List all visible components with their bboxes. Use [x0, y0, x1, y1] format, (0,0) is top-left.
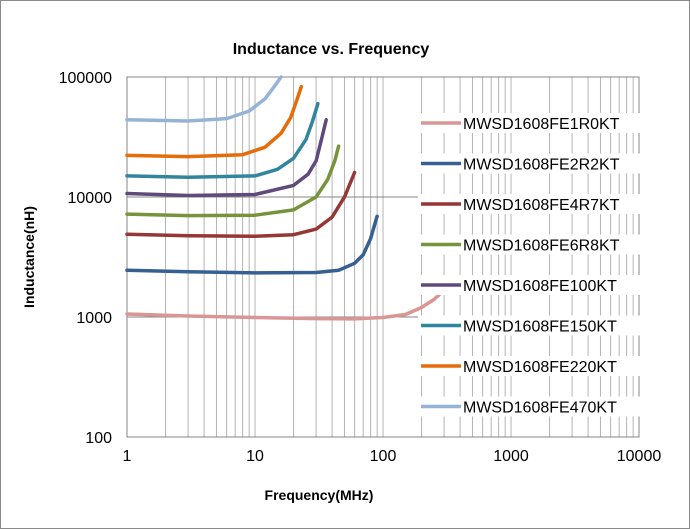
x-axis-title: Frequency(MHz) — [265, 487, 374, 503]
series-lines — [125, 75, 444, 321]
axes — [126, 76, 640, 438]
legend-label: MWSD1608FE2R2KT — [463, 157, 620, 174]
legend-bg — [418, 234, 643, 255]
series-line — [125, 144, 341, 218]
x-tick-label: 100 — [370, 448, 397, 465]
x-tick-label: 1000 — [493, 448, 529, 465]
legend-label: MWSD1608FE6R8KT — [463, 238, 620, 255]
chart-title: Inductance vs. Frequency — [233, 41, 430, 58]
legend-bg — [418, 194, 643, 214]
series-line — [125, 118, 328, 198]
series-line — [125, 170, 357, 239]
legend-label: MWSD1608FE100KT — [463, 278, 617, 295]
x-tick-label: 10 — [246, 448, 264, 465]
legend-label: MWSD1608FE4R7KT — [463, 197, 620, 214]
legend-label: MWSD1608FE1R0KT — [463, 116, 620, 133]
x-tick-label: 10000 — [617, 448, 662, 465]
grid-lines — [127, 77, 639, 437]
legend-label: MWSD1608FE470KT — [463, 400, 617, 417]
series-line — [125, 290, 444, 321]
legend-bg — [418, 153, 643, 174]
series-line — [125, 75, 283, 123]
series-line — [125, 214, 379, 275]
y-tick-label: 10000 — [68, 190, 113, 207]
y-tick-label: 1000 — [76, 310, 112, 327]
y-axis-title: Inductance(nH) — [21, 206, 37, 308]
legend-label: MWSD1608FE220KT — [463, 359, 617, 376]
plot-area-border — [126, 76, 640, 438]
legend-label: MWSD1608FE150KT — [463, 319, 617, 336]
series-line — [125, 101, 320, 180]
legend-bg — [418, 113, 643, 133]
legend-bg — [418, 356, 643, 376]
y-tick-label: 100000 — [59, 70, 112, 87]
legend-bg — [418, 275, 643, 295]
legend-bg — [418, 396, 643, 417]
legend-bg — [418, 315, 643, 336]
y-tick-label: 100 — [85, 430, 112, 447]
series-line — [125, 84, 304, 159]
x-tick-label: 1 — [123, 448, 132, 465]
tick-labels: 1 10 100 1000 10000 100 1000 10000 100000 — [59, 70, 662, 465]
legend: MWSD1608FE1R0KT MWSD1608FE2R2KT MWSD1608FE… — [418, 113, 643, 417]
